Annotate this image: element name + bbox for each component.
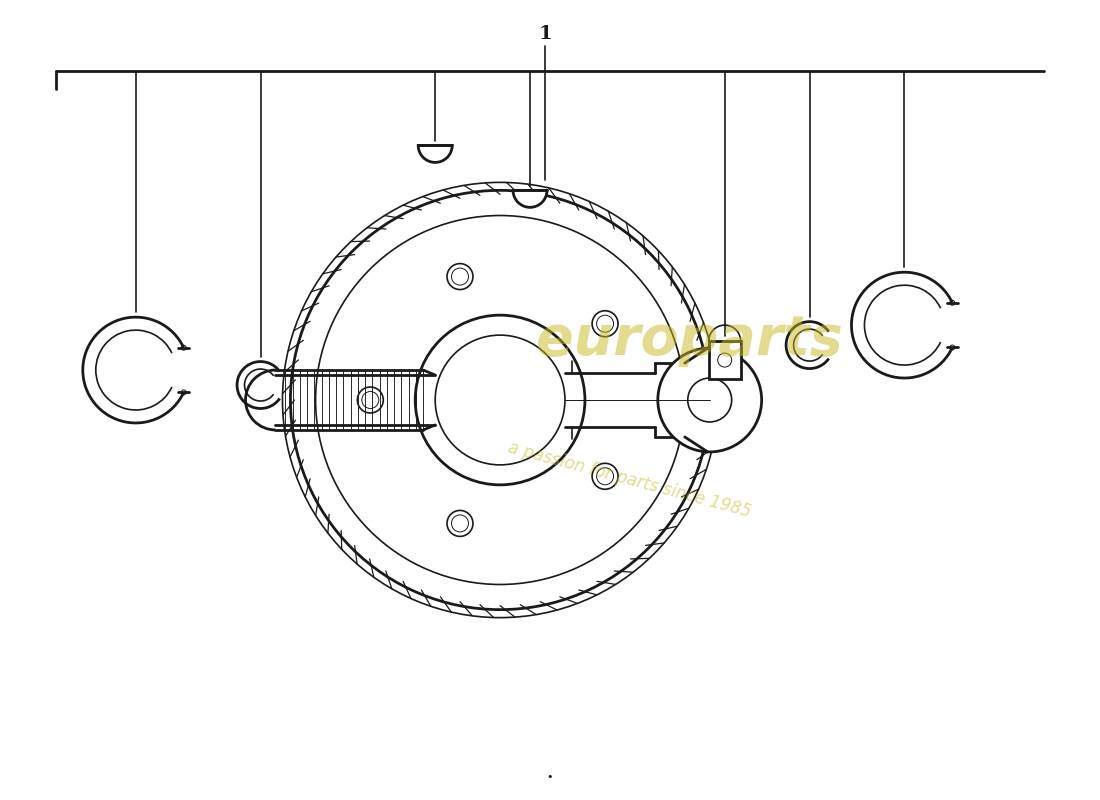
Circle shape [358, 387, 383, 413]
Circle shape [658, 348, 761, 452]
Circle shape [447, 263, 473, 290]
Text: europarts: europarts [537, 313, 843, 367]
Circle shape [688, 378, 732, 422]
Circle shape [290, 190, 710, 610]
Circle shape [592, 463, 618, 490]
Circle shape [596, 315, 614, 332]
Text: 1: 1 [538, 25, 552, 42]
Circle shape [447, 510, 473, 537]
Circle shape [596, 468, 614, 485]
Wedge shape [418, 146, 452, 162]
Circle shape [451, 268, 469, 285]
Circle shape [451, 515, 469, 532]
Polygon shape [708, 341, 740, 379]
Circle shape [592, 310, 618, 337]
Circle shape [436, 335, 565, 465]
Circle shape [316, 215, 684, 585]
Circle shape [717, 353, 732, 367]
Circle shape [415, 315, 585, 485]
Text: a passion for parts since 1985: a passion for parts since 1985 [506, 438, 754, 521]
Circle shape [362, 391, 378, 409]
Wedge shape [513, 190, 547, 207]
Text: •: • [547, 772, 553, 782]
